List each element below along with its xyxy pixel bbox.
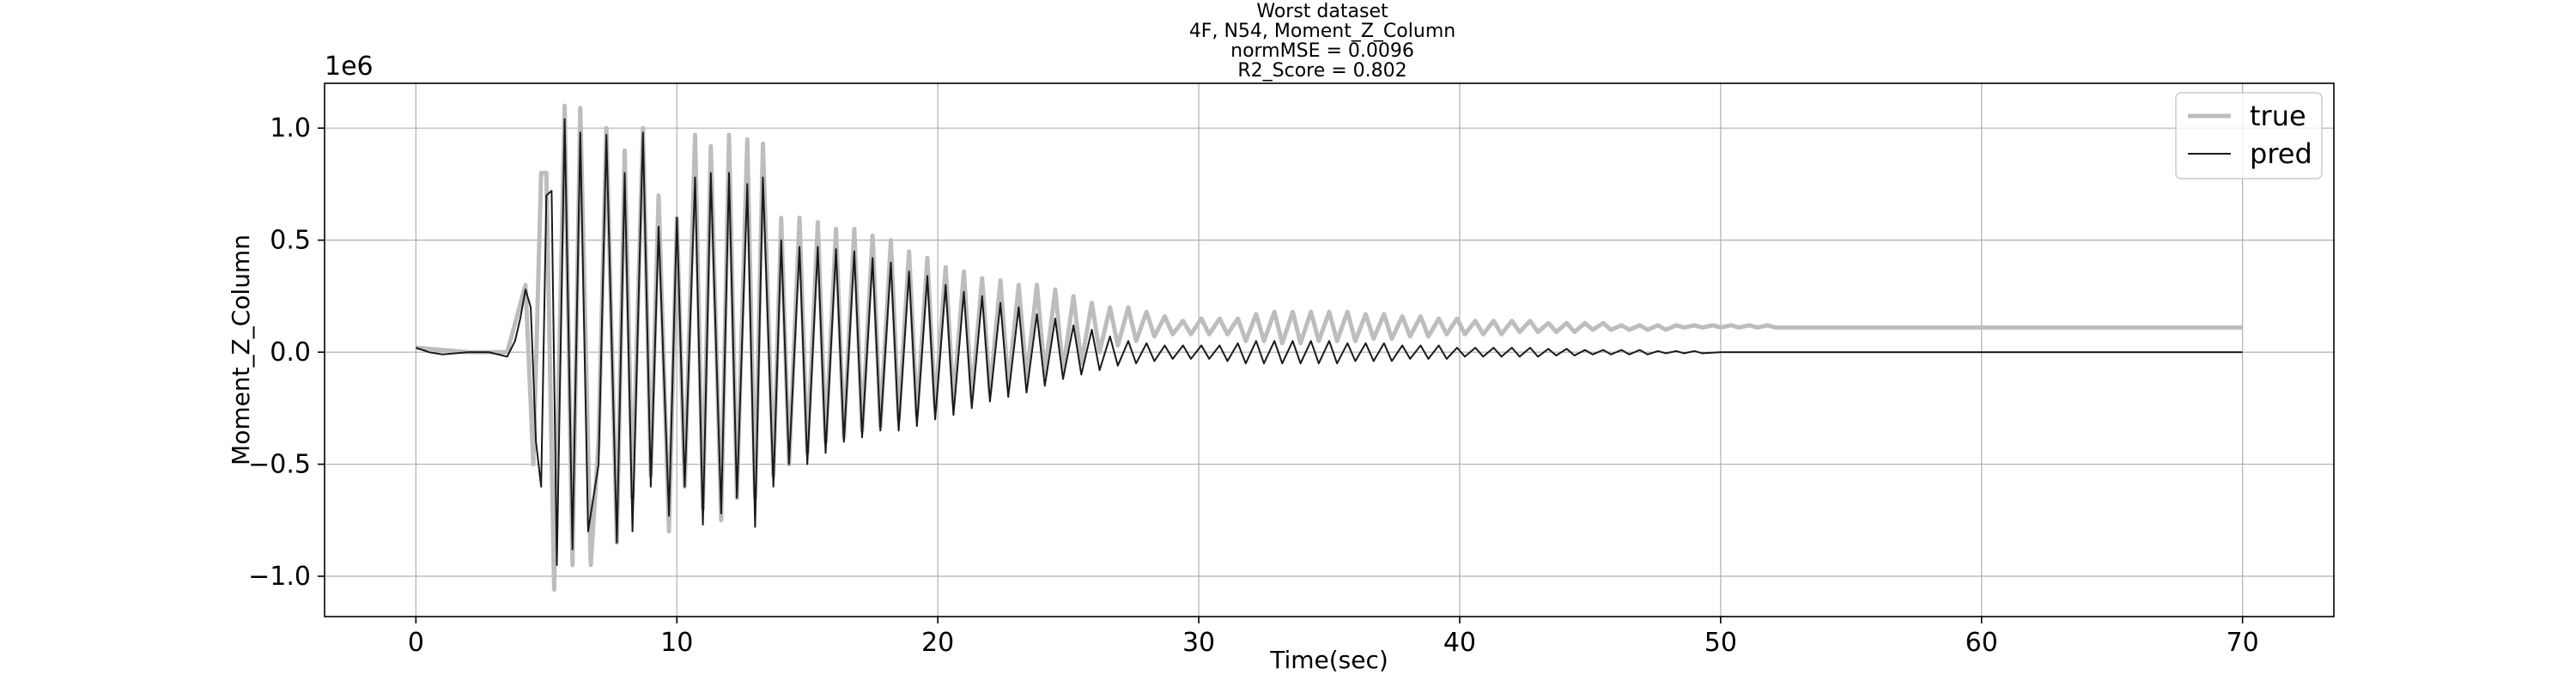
x-tick-label: 0 — [408, 628, 424, 658]
y-axis-label: Moment_Z_Column — [227, 234, 255, 465]
y-tick-label: −0.5 — [248, 450, 311, 480]
ticks: 0 10 20 30 40 50 60 70 −1.0 −0.5 0.0 0.5 1.0 — [248, 113, 2259, 658]
x-tick-label: 40 — [1443, 628, 1476, 658]
x-tick-label: 70 — [2227, 628, 2259, 658]
y-offset-text: 1e6 — [325, 52, 374, 82]
x-tick-label: 30 — [1182, 628, 1215, 658]
y-tick-label: −1.0 — [248, 562, 311, 592]
x-tick-label: 10 — [660, 628, 693, 658]
x-tick-label: 50 — [1704, 628, 1737, 658]
y-tick-label: 0.0 — [270, 337, 311, 368]
x-axis-label: Time(sec) — [1269, 646, 1388, 674]
y-tick-label: 1.0 — [270, 113, 311, 143]
plot-frame — [324, 82, 2335, 617]
title-line-1: Worst dataset — [1256, 1, 1388, 22]
x-tick-label: 20 — [921, 628, 954, 658]
series-layer — [416, 103, 2243, 593]
title-line-2: 4F, N54, Moment_Z_Column — [1189, 21, 1455, 42]
y-tick-label: 0.5 — [270, 226, 311, 256]
title-line-4: R2_Score = 0.802 — [1237, 60, 1406, 82]
legend: true pred — [2175, 92, 2323, 179]
x-tick-label: 60 — [1965, 628, 1998, 658]
legend-label-true: true — [2250, 100, 2306, 132]
series-line-pred — [416, 118, 2243, 566]
title-line-3: normMSE = 0.0096 — [1230, 40, 1414, 62]
legend-label-pred: pred — [2250, 137, 2312, 170]
chart-title: Worst dataset 4F, N54, Moment_Z_Column n… — [1189, 1, 1455, 82]
